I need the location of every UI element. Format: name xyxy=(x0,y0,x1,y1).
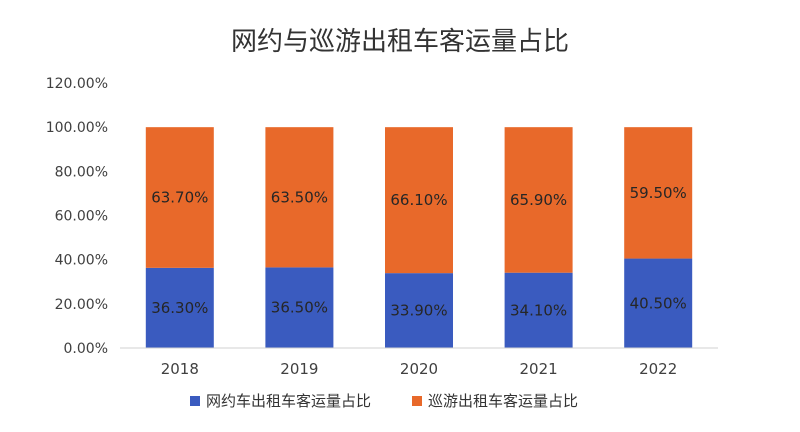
bar-segment-cruising xyxy=(385,127,453,274)
data-label: 59.50% xyxy=(630,184,687,202)
y-tick-label: 0.00% xyxy=(64,341,108,357)
bar-segment-online xyxy=(385,273,453,348)
y-tick-label: 80.00% xyxy=(55,164,108,180)
data-label: 40.50% xyxy=(630,294,687,312)
bar-segment-online xyxy=(504,272,573,348)
legend-label: 网约车出租车客运量占比 xyxy=(206,392,371,410)
legend-swatch xyxy=(412,396,422,406)
y-tick-label: 40.00% xyxy=(55,253,108,269)
bar-segment-online xyxy=(145,267,214,348)
data-label: 33.90% xyxy=(390,302,447,320)
data-label: 36.50% xyxy=(271,299,328,317)
bar-segment-cruising xyxy=(504,127,573,273)
bar-segment-online xyxy=(265,267,334,348)
data-label: 63.50% xyxy=(271,188,328,206)
legend-swatch xyxy=(190,396,200,406)
x-category-label: 2022 xyxy=(639,360,677,378)
y-axis: 0.00% 20.00% 40.00% 60.00% 80.00% 100.00% 120.… xyxy=(46,76,108,357)
y-tick-label: 20.00% xyxy=(55,297,108,313)
x-category-label: 2018 xyxy=(161,360,199,378)
data-label: 36.30% xyxy=(151,299,208,317)
y-tick-label: 60.00% xyxy=(55,209,108,225)
legend: 网约车出租车客运量占比 巡游出租车客运量占比 xyxy=(190,392,578,410)
data-label: 34.10% xyxy=(510,301,567,319)
data-label: 63.70% xyxy=(151,189,208,207)
bar-segment-online xyxy=(624,258,693,348)
bar-segment-cruising xyxy=(265,127,334,268)
data-label: 66.10% xyxy=(390,191,447,209)
x-category-label: 2020 xyxy=(400,360,438,378)
y-tick-label: 120.00% xyxy=(46,76,108,92)
x-axis: 2018 2019 2020 2021 2022 xyxy=(161,360,678,378)
bar-segment-cruising xyxy=(145,127,214,268)
bar-segment-cruising xyxy=(624,127,693,259)
data-label: 65.90% xyxy=(510,191,567,209)
y-tick-label: 100.00% xyxy=(46,120,108,136)
legend-label: 巡游出租车客运量占比 xyxy=(428,392,578,410)
x-category-label: 2021 xyxy=(520,360,558,378)
bars: 36.30% 63.70% 36.50% 63.50% 33.90% 66.10% 34.1… xyxy=(145,127,693,348)
x-category-label: 2019 xyxy=(280,360,318,378)
chart-title: 网约与巡游出租车客运量占比 xyxy=(231,27,569,57)
